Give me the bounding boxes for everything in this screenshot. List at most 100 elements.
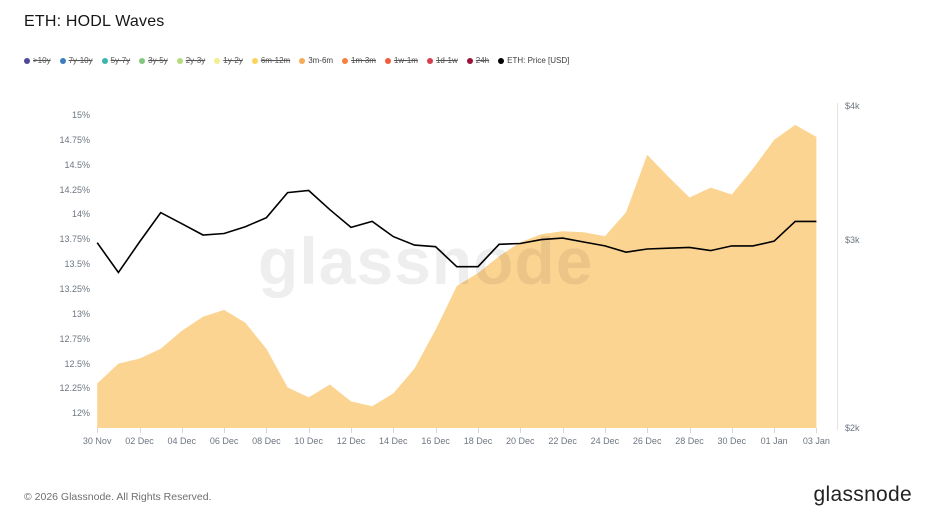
legend-label: 1m-3m [351,56,376,65]
legend-item-1w-1m[interactable]: 1w-1m [384,56,418,65]
legend-label: 1w-1m [393,56,418,65]
x-axis-tick-label: 10 Dec [294,436,323,446]
legend-item-7y-10y[interactable]: 7y-10y [59,56,93,65]
legend-dot-icon [498,57,505,64]
legend-dot-icon [466,57,473,64]
left-axis-tick-label: 13% [71,308,90,319]
copyright-text: © 2026 Glassnode. All Rights Reserved. [24,491,212,503]
legend-label: 2y-3y [185,56,206,65]
right-axis-tick-label: $4k [845,101,860,111]
x-axis-tick-mark [181,428,183,433]
x-axis-tick-label: 02 Dec [125,436,154,446]
right-axis-tick-label: $3k [845,234,860,245]
legend-label: >10y [33,56,51,65]
x-axis-tick-mark [816,428,818,433]
x-axis-tick-mark [393,428,395,433]
x-axis-tick-label: 03 Jan [802,436,830,446]
left-axis-tick-label: 14.75% [59,134,90,145]
legend-dot-icon [299,57,306,64]
eth-price-line [96,189,817,274]
left-axis-tick-label: 13.5% [64,259,90,270]
legend-item-3m-6m[interactable]: 3m-6m [299,56,333,65]
x-axis-tick-label: 12 Dec [336,436,366,446]
legend: >10y 7y-10y 5y-7y 3y-5y 2y-3y 1y-2y 6m-12m 3m-6… [24,56,569,65]
legend-label: 6m-12m [260,56,291,65]
x-axis-tick-mark [308,428,310,433]
legend-label: 3y-5y [148,56,168,65]
legend-dot-icon [176,57,183,64]
page-title: ETH: HODL Waves [24,13,165,30]
x-axis-tick-mark [224,428,226,433]
left-axis-tick-label: 14.25% [59,184,90,195]
legend-item-3y-5y[interactable]: 3y-5y [139,56,168,65]
right-axis-line [837,103,838,430]
legend-label: ETH: Price [USD] [507,56,570,65]
x-axis-tick-label: 06 Dec [209,436,239,446]
x-axis-tick-mark [689,428,691,433]
x-axis-tick-label: 18 Dec [463,436,493,446]
legend-label: 1d-1w [435,56,458,65]
legend-item-5y-7y[interactable]: 5y-7y [101,56,131,65]
x-axis-tick-label: 22 Dec [548,436,577,446]
x-axis-tick-mark [435,428,437,433]
left-axis-tick-label: 14.5% [64,159,90,170]
left-axis-tick-label: 13.25% [59,284,90,294]
left-axis-tick-label: 12.5% [64,358,90,369]
legend-item-1y-2y[interactable]: 1y-2y [214,56,243,65]
x-axis-tick-mark [266,428,268,433]
x-axis-tick-label: 26 Dec [632,436,662,446]
x-axis-tick-label: 14 Dec [379,436,408,446]
legend-label: 3m-6m [308,56,334,65]
x-axis-tick-label: 01 Jan [760,436,788,446]
legend-dot-icon [139,57,146,64]
legend-dot-icon [214,57,221,64]
x-axis-tick-mark [604,428,606,433]
x-axis-tick-label: 04 Dec [167,436,197,446]
x-axis-tick-label: 30 Dec [717,436,747,446]
x-axis-tick-mark [478,428,479,433]
x-axis-tick-label: 24 Dec [590,436,620,446]
left-axis-tick-label: 15% [71,110,90,120]
x-axis-tick-mark [647,428,649,433]
x-axis-tick-mark [562,428,564,433]
hodl-area-3m-6m [97,124,817,429]
legend-dot-icon [24,57,30,64]
x-axis-tick-mark [351,428,352,433]
x-axis-tick-label: 08 Dec [252,436,281,446]
left-axis-tick-label: 12% [71,408,90,419]
right-axis-tick-label: $2k [845,423,860,433]
x-axis-tick-label: 20 Dec [506,436,535,446]
legend-label: 1y-2y [223,56,243,65]
legend-item-eth-price-usd[interactable]: ETH: Price [USD] [498,56,569,65]
legend-item-24h[interactable]: 24h [466,56,490,65]
x-axis-tick-label: 16 Dec [421,436,450,446]
x-axis-tick-mark [97,428,99,433]
legend-dot-icon [342,57,349,64]
legend-item-1m-3m[interactable]: 1m-3m [342,56,376,65]
x-axis-tick-mark [520,428,522,433]
x-axis-tick-mark [731,428,733,433]
x-axis-tick-mark [774,428,776,433]
legend-dot-icon [59,57,66,64]
x-axis-tick-label: 30 Nov [82,436,112,446]
legend-dot-icon [251,57,258,64]
x-axis-tick-mark [139,428,141,433]
legend-item-2y-3y[interactable]: 2y-3y [176,56,206,65]
legend-item-10y[interactable]: >10y [24,56,51,65]
legend-item-6m-12m[interactable]: 6m-12m [251,56,291,65]
legend-dot-icon [101,57,108,64]
glassnode-logo: glassnode [813,483,912,506]
legend-label: 5y-7y [110,56,131,65]
legend-dot-icon [384,57,391,64]
legend-label: 7y-10y [68,56,93,65]
left-axis-tick-label: 12.75% [59,333,90,344]
left-axis-tick-label: 13.75% [59,234,90,245]
left-axis-tick-label: 14% [71,209,90,220]
legend-item-1d-1w[interactable]: 1d-1w [426,56,458,65]
legend-dot-icon [426,57,433,64]
x-axis-tick-label: 28 Dec [675,436,704,446]
legend-label: 24h [475,56,490,65]
left-axis-tick-label: 12.25% [59,383,90,394]
